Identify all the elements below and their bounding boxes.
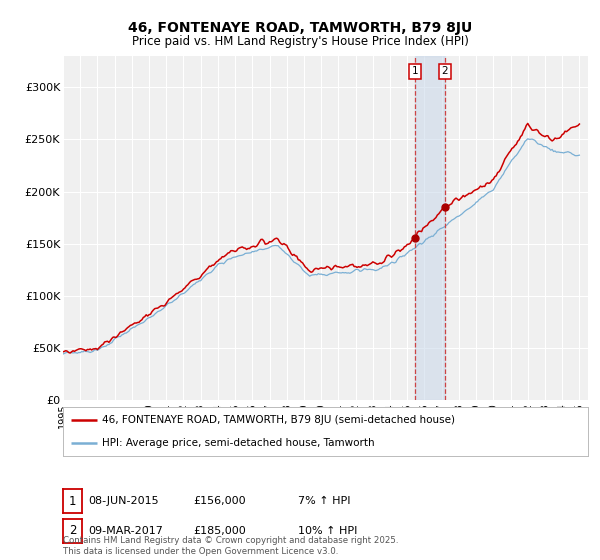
Text: 08-JUN-2015: 08-JUN-2015 bbox=[88, 496, 159, 506]
Text: 7% ↑ HPI: 7% ↑ HPI bbox=[298, 496, 350, 506]
Text: Price paid vs. HM Land Registry's House Price Index (HPI): Price paid vs. HM Land Registry's House … bbox=[131, 35, 469, 48]
Text: 1: 1 bbox=[412, 67, 418, 77]
Text: 2: 2 bbox=[69, 524, 76, 538]
Text: HPI: Average price, semi-detached house, Tamworth: HPI: Average price, semi-detached house,… bbox=[103, 438, 375, 448]
Text: 46, FONTENAYE ROAD, TAMWORTH, B79 8JU: 46, FONTENAYE ROAD, TAMWORTH, B79 8JU bbox=[128, 21, 472, 35]
Text: 2: 2 bbox=[442, 67, 448, 77]
Bar bbox=[415, 56, 445, 400]
Text: Contains HM Land Registry data © Crown copyright and database right 2025.
This d: Contains HM Land Registry data © Crown c… bbox=[63, 536, 398, 556]
Text: 46, FONTENAYE ROAD, TAMWORTH, B79 8JU (semi-detached house): 46, FONTENAYE ROAD, TAMWORTH, B79 8JU (s… bbox=[103, 416, 455, 426]
Text: 10% ↑ HPI: 10% ↑ HPI bbox=[298, 526, 358, 536]
Text: 1: 1 bbox=[69, 494, 76, 508]
Text: 09-MAR-2017: 09-MAR-2017 bbox=[88, 526, 163, 536]
Text: £156,000: £156,000 bbox=[193, 496, 246, 506]
Text: £185,000: £185,000 bbox=[193, 526, 246, 536]
